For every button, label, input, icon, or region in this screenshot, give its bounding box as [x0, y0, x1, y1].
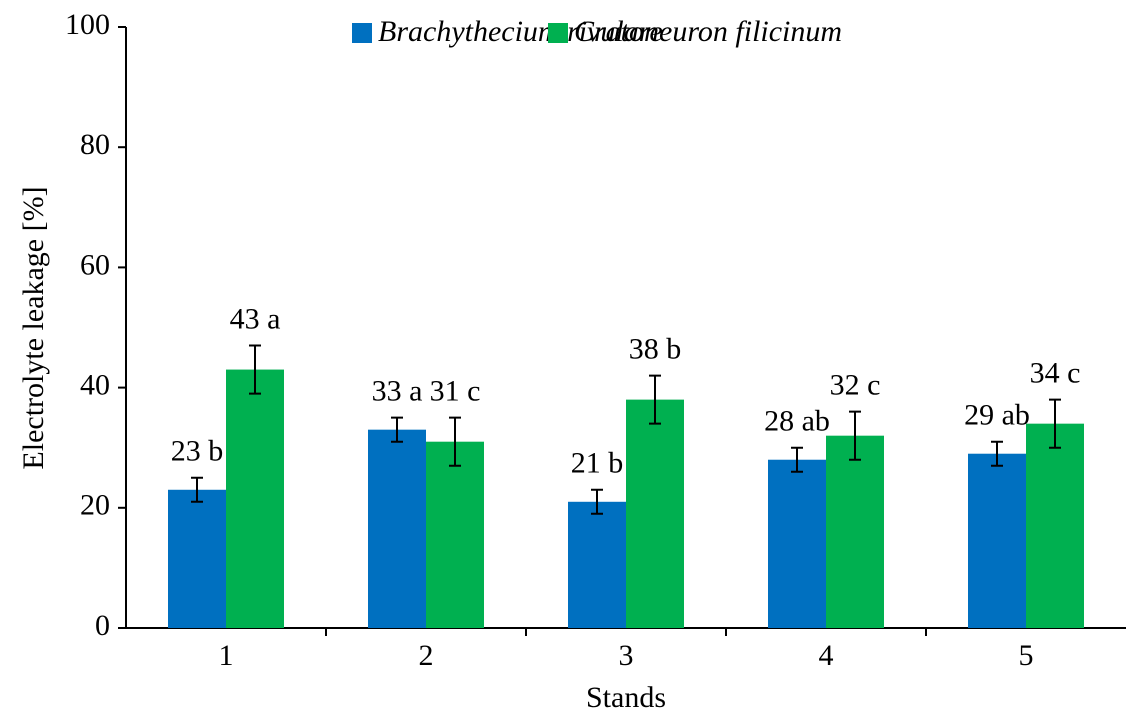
- bar: [568, 501, 626, 628]
- y-axis-label: Electrolyte leakage [%]: [17, 186, 50, 469]
- error-bar: [991, 440, 1003, 467]
- value-label: 31 c: [430, 375, 481, 408]
- error-bar: [849, 410, 861, 461]
- x-tick-label: 5: [1019, 639, 1034, 672]
- x-tick-label: 3: [619, 639, 634, 672]
- error-bar: [391, 416, 403, 443]
- value-label: 38 b: [629, 332, 682, 365]
- y-tick-label: 80: [80, 128, 110, 161]
- error-bar: [791, 446, 803, 473]
- y-tick-label: 20: [80, 489, 110, 522]
- legend-swatch: [352, 23, 372, 43]
- legend-label: Cratoneuron filicinum: [574, 15, 842, 48]
- bar: [226, 369, 284, 628]
- bar: [426, 441, 484, 628]
- bar: [368, 429, 426, 628]
- error-bar: [249, 344, 261, 395]
- y-tick-label: 40: [80, 368, 110, 401]
- y-tick-label: 0: [95, 609, 110, 642]
- y-tick-label: 100: [65, 8, 110, 41]
- bar: [968, 453, 1026, 628]
- value-label: 33 a: [372, 375, 423, 408]
- bar: [168, 489, 226, 628]
- value-label: 32 c: [830, 369, 881, 402]
- error-bar: [1049, 398, 1061, 449]
- legend-swatch: [548, 23, 568, 43]
- error-bar: [591, 488, 603, 515]
- error-bar: [191, 476, 203, 503]
- bar: [826, 435, 884, 628]
- x-tick-label: 1: [219, 639, 234, 672]
- error-bar: [449, 416, 461, 467]
- value-label: 43 a: [230, 302, 281, 335]
- bar: [626, 399, 684, 628]
- x-axis-label: Stands: [586, 681, 666, 714]
- value-label: 28 ab: [764, 405, 830, 438]
- bar: [1026, 423, 1084, 628]
- y-tick-label: 60: [80, 248, 110, 281]
- bar: [768, 459, 826, 628]
- error-bar: [649, 374, 661, 425]
- value-label: 23 b: [171, 435, 224, 468]
- legend-label: Brachythecium rivulare: [378, 15, 663, 48]
- x-tick-label: 4: [819, 639, 834, 672]
- x-tick-label: 2: [419, 639, 434, 672]
- value-label: 34 c: [1030, 357, 1081, 390]
- value-label: 29 ab: [964, 399, 1030, 432]
- value-label: 21 b: [571, 447, 624, 480]
